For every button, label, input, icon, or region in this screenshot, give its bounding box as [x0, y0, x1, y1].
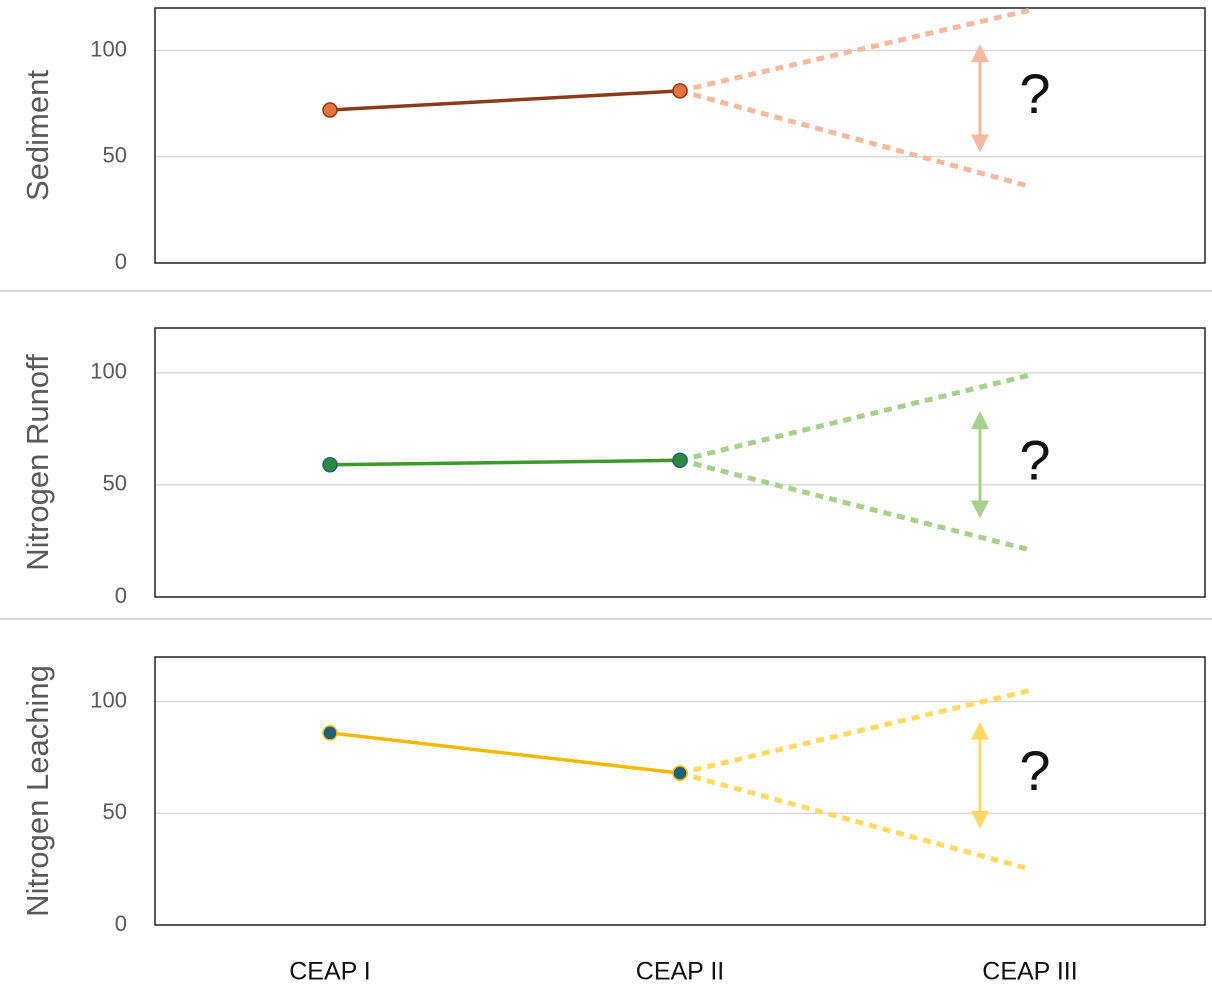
- data-line: [329, 89, 681, 112]
- data-line: [329, 731, 681, 775]
- y-axis-label: Nitrogen Leaching: [20, 665, 55, 917]
- data-point: [322, 456, 338, 473]
- y-tick-label: 0: [115, 249, 127, 274]
- arrow-head: [971, 44, 989, 63]
- arrow-head: [971, 500, 989, 519]
- data-point: [672, 452, 688, 469]
- y-tick-label: 0: [115, 583, 127, 608]
- annotation: ?: [1019, 62, 1050, 125]
- data-point: [672, 765, 688, 781]
- y-tick-label: 50: [103, 799, 127, 824]
- projection-line: [679, 770, 1031, 872]
- annotation: ?: [1019, 429, 1050, 492]
- data-line: [329, 458, 681, 467]
- arrow-head: [971, 721, 989, 740]
- arrow-head: [971, 410, 989, 429]
- data-point: [322, 102, 338, 118]
- arrow-head: [971, 134, 989, 153]
- projection-line: [679, 7, 1031, 94]
- y-axis-label: Nitrogen Runoff: [20, 354, 55, 571]
- annotation: ?: [1019, 739, 1050, 802]
- y-tick-label: 100: [90, 36, 127, 61]
- projection-line: [679, 372, 1031, 463]
- plot-frame: [154, 656, 1206, 926]
- projection-line: [679, 88, 1031, 189]
- y-tick-label: 100: [90, 687, 127, 712]
- projection-line: [679, 457, 1031, 553]
- y-axis-label: Sediment: [20, 70, 55, 201]
- data-point: [322, 725, 338, 741]
- projection-line: [679, 688, 1031, 776]
- x-tick-label: CEAP I: [289, 958, 371, 986]
- data-point: [672, 83, 688, 99]
- y-tick-label: 0: [115, 911, 127, 936]
- arrow-head: [971, 810, 989, 829]
- plot-frame: [154, 7, 1206, 264]
- y-tick-label: 50: [103, 143, 127, 168]
- x-tick-label: CEAP II: [636, 958, 724, 986]
- plot-frame: [154, 327, 1206, 598]
- y-tick-label: 100: [90, 359, 127, 384]
- y-tick-label: 50: [103, 471, 127, 496]
- x-tick-label: CEAP III: [982, 958, 1077, 986]
